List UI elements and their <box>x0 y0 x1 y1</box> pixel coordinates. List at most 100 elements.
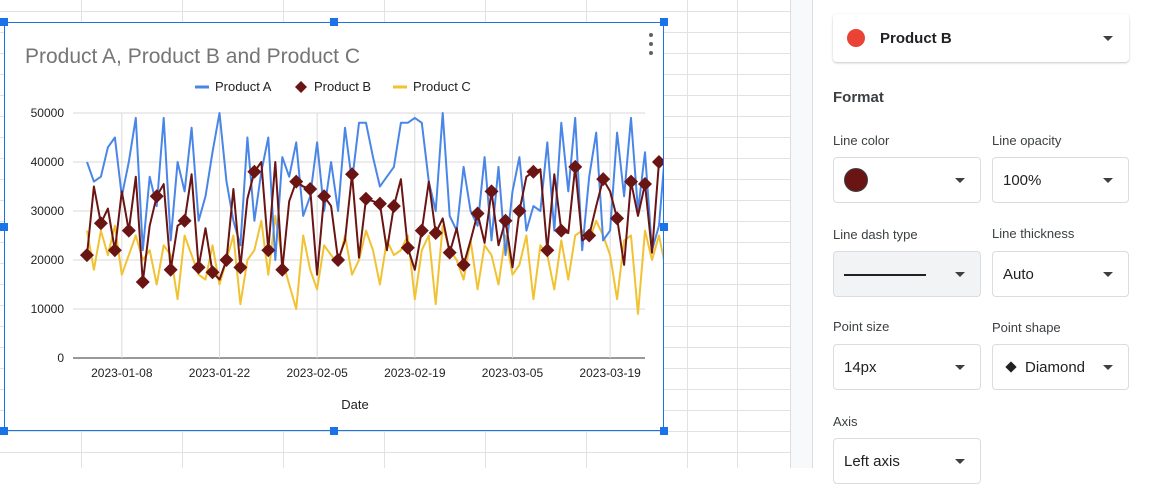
line-color-label: Line color <box>833 133 890 148</box>
data-point-diamond[interactable] <box>498 213 513 228</box>
data-point-diamond[interactable] <box>400 240 415 255</box>
data-point-diamond[interactable] <box>345 167 360 182</box>
resize-handle-top-right[interactable] <box>660 18 668 26</box>
data-point-diamond[interactable] <box>93 216 108 231</box>
data-point-diamond[interactable] <box>484 184 499 199</box>
axis-select[interactable]: Left axis <box>833 438 981 484</box>
x-tick-label: 2023-01-08 <box>91 366 153 380</box>
data-point-diamond[interactable] <box>163 262 178 277</box>
series-line-product-c[interactable] <box>86 214 663 315</box>
axis-label: Axis <box>833 414 858 429</box>
data-point-diamond[interactable] <box>554 223 569 238</box>
data-point-diamond[interactable] <box>177 213 192 228</box>
x-axis-title: Date <box>341 397 368 412</box>
data-point-diamond[interactable] <box>289 174 304 189</box>
x-tick-label: 2023-02-19 <box>384 366 446 380</box>
grid-column-line <box>737 0 738 468</box>
legend-label: Product C <box>413 79 471 94</box>
data-point-diamond[interactable] <box>582 228 597 243</box>
data-point-diamond[interactable] <box>610 211 625 226</box>
data-point-diamond[interactable] <box>261 243 276 258</box>
data-point-diamond[interactable] <box>456 257 471 272</box>
resize-handle-top[interactable] <box>330 18 338 26</box>
series-selector[interactable]: Product B <box>833 14 1129 62</box>
chevron-down-icon <box>1103 365 1113 370</box>
data-point-diamond[interactable] <box>275 262 290 277</box>
line-opacity-value: 100% <box>1003 172 1042 189</box>
legend-item[interactable]: Product C <box>393 79 471 94</box>
resize-handle-top-left[interactable] <box>0 18 8 26</box>
data-point-diamond[interactable] <box>79 248 94 263</box>
data-point-diamond[interactable] <box>638 177 652 192</box>
y-tick-label: 50000 <box>31 106 65 120</box>
data-point-diamond[interactable] <box>191 260 206 275</box>
data-point-diamond[interactable] <box>135 275 150 290</box>
embedded-chart[interactable]: Product A, Product B and Product C Produ… <box>4 22 664 431</box>
resize-handle-right[interactable] <box>660 223 668 231</box>
resize-handle-bottom-left[interactable] <box>0 427 8 435</box>
legend-item[interactable]: Product B <box>295 79 371 94</box>
panel-gutter <box>790 0 813 468</box>
y-tick-label: 40000 <box>31 155 65 169</box>
legend-diamond-icon <box>295 81 307 93</box>
y-tick-label: 20000 <box>31 253 65 267</box>
y-tick-label: 0 <box>57 351 64 365</box>
data-point-diamond[interactable] <box>317 189 332 204</box>
point-size-label: Point size <box>833 319 890 334</box>
point-shape-label: Point shape <box>992 320 1061 335</box>
data-point-diamond[interactable] <box>219 253 234 267</box>
data-point-diamond[interactable] <box>568 159 583 174</box>
point-shape-select[interactable]: Diamond <box>992 344 1129 390</box>
legend-label: Product B <box>314 79 371 94</box>
data-point-diamond[interactable] <box>233 260 248 275</box>
data-point-diamond[interactable] <box>358 191 373 206</box>
data-point-diamond[interactable] <box>107 243 122 258</box>
resize-handle-bottom[interactable] <box>330 427 338 435</box>
data-point-diamond[interactable] <box>512 204 527 218</box>
data-point-diamond[interactable] <box>651 155 663 169</box>
line-color-picker[interactable] <box>833 157 981 203</box>
series-selector-value: Product B <box>880 30 952 47</box>
y-axis: 0 10000 20000 30000 40000 50000 <box>31 106 65 365</box>
data-point-diamond[interactable] <box>470 206 485 221</box>
line-thickness-select[interactable]: Auto <box>992 251 1129 297</box>
legend-item[interactable]: Product A <box>195 79 272 94</box>
chart-more-options-icon[interactable] <box>645 33 657 55</box>
data-point-diamond[interactable] <box>526 164 541 179</box>
line-opacity-select[interactable]: 100% <box>992 157 1129 203</box>
data-point-diamond[interactable] <box>596 172 611 187</box>
data-point-diamond[interactable] <box>372 196 387 211</box>
diamond-icon <box>1005 361 1017 373</box>
series-line-product-a[interactable] <box>86 112 663 261</box>
data-point-diamond[interactable] <box>540 243 555 258</box>
chart-legend[interactable]: Product A Product B Product C <box>195 79 471 94</box>
data-point-diamond[interactable] <box>303 181 318 196</box>
grid-row-line <box>0 11 790 12</box>
grid-column-line <box>687 0 688 468</box>
point-size-value: 14px <box>844 359 877 376</box>
grid-row-line <box>0 431 790 432</box>
data-point-diamond[interactable] <box>414 223 429 238</box>
data-point-diamond[interactable] <box>442 245 457 260</box>
resize-handle-left[interactable] <box>0 223 8 231</box>
resize-handle-bottom-right[interactable] <box>660 427 668 435</box>
x-tick-label: 2023-02-05 <box>286 366 348 380</box>
chart-series[interactable] <box>79 112 663 315</box>
point-size-select[interactable]: 14px <box>833 344 981 390</box>
x-tick-label: 2023-03-19 <box>579 366 641 380</box>
data-point-diamond[interactable] <box>121 223 136 238</box>
legend-label: Product A <box>215 79 272 94</box>
data-point-diamond[interactable] <box>205 265 220 280</box>
line-opacity-label: Line opacity <box>992 133 1062 148</box>
data-point-diamond[interactable] <box>331 253 346 267</box>
line-dash-type-select[interactable] <box>833 251 981 297</box>
data-point-diamond[interactable] <box>386 199 401 214</box>
data-point-diamond[interactable] <box>624 174 639 189</box>
line-color-swatch <box>844 168 868 192</box>
format-section-title: Format <box>833 89 884 106</box>
y-tick-label: 10000 <box>31 302 65 316</box>
data-point-diamond[interactable] <box>428 226 443 241</box>
chevron-down-icon <box>1103 272 1113 277</box>
data-point-diamond[interactable] <box>247 164 262 179</box>
data-point-diamond[interactable] <box>149 189 164 204</box>
